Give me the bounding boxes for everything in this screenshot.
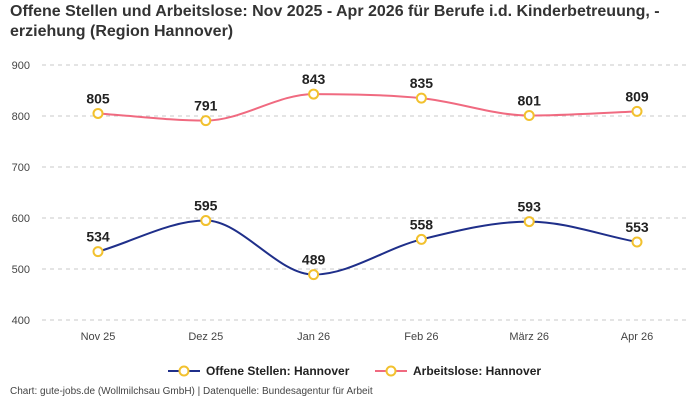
y-tick-label: 500 [12,264,30,276]
data-point[interactable] [200,215,212,227]
legend-item-0[interactable]: Offene Stellen: Hannover [168,364,350,378]
data-point[interactable] [308,269,320,281]
series-line-1 [97,93,638,122]
data-label: 558 [410,216,434,232]
legend-marker [178,365,190,377]
y-tick-label: 600 [12,213,30,225]
data-point[interactable] [200,115,212,127]
data-label: 843 [302,71,326,87]
chart-title: Offene Stellen und Arbeitslose: Nov 2025… [10,3,660,40]
x-tick-label: Jan 26 [297,331,330,343]
y-tick-label: 900 [12,60,30,72]
data-label: 791 [194,98,218,114]
data-labels: 534 595 489 558 593 553 805 791 843 835 801 809 [86,71,649,268]
y-tick-label: 700 [12,162,30,174]
grid-lines [42,64,690,321]
series-line-0 [97,219,638,276]
data-point[interactable] [92,107,104,119]
legend-label: Arbeitslose: Hannover [413,364,541,378]
x-tick-label: Apr 26 [621,331,653,343]
data-point[interactable] [631,236,643,248]
data-label: 489 [302,252,326,268]
data-point[interactable] [523,216,535,228]
y-axis-ticks: 400 500 600 700 800 900 [12,60,30,327]
series-lines [97,93,638,276]
legend-label: Offene Stellen: Hannover [206,364,350,378]
x-axis-ticks: Nov 25 Dez 25 Jan 26 Feb 26 März 26 Apr 26 [81,331,654,343]
data-label: 805 [86,90,110,106]
data-point[interactable] [415,233,427,245]
legend-marker [385,365,397,377]
data-label: 835 [410,75,434,91]
data-label: 801 [518,92,542,108]
data-label: 534 [86,229,110,245]
y-tick-label: 800 [12,111,30,123]
source-footer: Chart: gute-jobs.de (Wollmilchsau GmbH) … [10,386,373,397]
x-tick-label: Nov 25 [81,331,116,343]
legend-item-1[interactable]: Arbeitslose: Hannover [375,364,541,378]
data-points [92,88,643,281]
x-tick-label: Dez 25 [188,331,223,343]
data-label: 593 [518,199,542,215]
data-label: 809 [625,88,649,104]
data-point[interactable] [631,105,643,117]
data-point[interactable] [523,109,535,121]
data-label: 595 [194,198,218,214]
legend: Offene Stellen: Hannover Arbeitslose: Han… [168,364,541,378]
data-label: 553 [625,219,649,235]
data-point[interactable] [415,92,427,104]
x-tick-label: März 26 [509,331,549,343]
y-tick-label: 400 [12,315,30,327]
data-point[interactable] [308,88,320,100]
x-tick-label: Feb 26 [404,331,438,343]
data-point[interactable] [92,246,104,258]
